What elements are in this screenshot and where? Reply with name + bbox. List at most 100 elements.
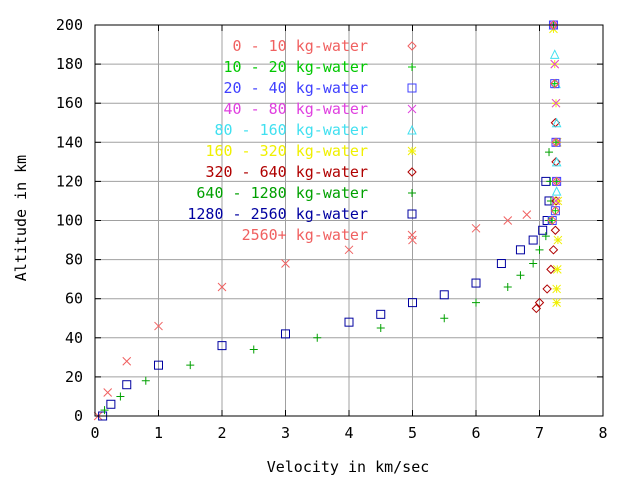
data-point	[542, 284, 552, 294]
data-point	[103, 388, 113, 397]
data-point	[552, 265, 562, 274]
legend-label: 640 - 1280 kg-water	[196, 184, 368, 202]
data-point	[217, 341, 227, 351]
legend: 0 - 10 kg-water 10 - 20 kg-water 20 - 40 k…	[187, 37, 417, 244]
y-tick-label: 0	[74, 407, 83, 425]
data-point	[531, 303, 542, 314]
data-point	[546, 264, 556, 275]
y-axis-label: Altitude in km	[12, 155, 30, 281]
legend-label: 160 - 320 kg-water	[205, 142, 368, 160]
y-tick-label: 80	[65, 251, 83, 269]
legend-label: 40 - 80 kg-water	[224, 100, 369, 118]
legend-marker	[408, 63, 416, 71]
y-tick-label: 60	[65, 290, 83, 308]
data-point	[471, 278, 481, 288]
data-point	[516, 271, 525, 280]
data-point	[503, 282, 512, 291]
data-point	[551, 156, 562, 167]
data-point	[552, 177, 561, 186]
data-point	[545, 148, 554, 157]
data-point	[116, 392, 125, 401]
data-point	[376, 309, 386, 319]
data-point	[552, 284, 561, 294]
x-tick-label: 8	[598, 424, 607, 442]
data-point	[535, 245, 544, 254]
series-group	[547, 20, 562, 226]
data-point	[106, 399, 116, 409]
data-point	[281, 329, 290, 339]
data-point	[249, 345, 258, 354]
data-point	[472, 298, 480, 307]
data-point	[546, 196, 555, 205]
data-point	[439, 290, 449, 300]
y-tick-label: 180	[56, 55, 83, 73]
y-tick-label: 200	[56, 16, 83, 34]
data-point	[344, 245, 354, 255]
data-point	[376, 324, 385, 333]
data-point	[529, 259, 538, 268]
legend-label: 2560+ kg-water	[242, 226, 368, 244]
data-point	[548, 245, 559, 255]
data-point	[551, 98, 561, 108]
data-point	[552, 298, 561, 307]
data-point	[553, 196, 563, 206]
data-point	[548, 216, 557, 225]
data-point	[141, 376, 150, 385]
data-point	[538, 225, 548, 235]
data-point	[522, 210, 532, 219]
legend-label: 0 - 10 kg-water	[233, 37, 368, 55]
data-point	[550, 206, 561, 216]
data-point	[471, 223, 481, 233]
data-point	[281, 259, 290, 268]
x-tick-label: 6	[471, 424, 480, 442]
data-point	[548, 20, 559, 30]
data-point	[217, 282, 227, 292]
data-point	[503, 216, 513, 225]
data-point	[547, 215, 557, 226]
data-point	[553, 235, 563, 245]
legend-marker	[407, 167, 417, 177]
legend-marker	[407, 41, 417, 51]
data-point	[154, 360, 163, 370]
legend-label: 10 - 20 kg-water	[224, 58, 369, 76]
legend-label: 20 - 40 kg-water	[224, 79, 369, 97]
data-point	[551, 117, 562, 128]
legend-marker	[407, 124, 417, 135]
x-tick-label: 1	[154, 424, 163, 442]
data-point	[550, 79, 559, 88]
legend-label: 1280 - 2560 kg-water	[187, 205, 368, 223]
data-point	[550, 78, 560, 89]
data-point	[313, 333, 322, 342]
data-point	[408, 298, 417, 308]
legend-marker	[408, 189, 416, 197]
legend-marker	[407, 104, 417, 114]
y-tick-label: 20	[65, 368, 83, 386]
data-point	[100, 406, 109, 415]
data-point	[186, 361, 195, 370]
x-tick-label: 4	[344, 424, 353, 442]
data-point	[122, 356, 132, 366]
x-tick-label: 3	[281, 424, 290, 442]
x-tick-label: 7	[535, 424, 544, 442]
data-point	[552, 138, 561, 147]
legend-marker	[407, 230, 417, 240]
data-point	[550, 225, 561, 235]
data-point	[551, 137, 561, 148]
data-point	[551, 206, 560, 215]
data-point	[551, 176, 562, 187]
y-tick-label: 40	[65, 329, 83, 347]
data-point	[440, 314, 449, 323]
data-point	[551, 196, 561, 206]
data-point	[541, 232, 550, 241]
x-tick-label: 0	[90, 424, 99, 442]
x-axis-label: Velocity in km/sec	[267, 458, 430, 476]
y-tick-label: 140	[56, 133, 83, 151]
data-point	[528, 235, 538, 245]
series-group	[93, 210, 532, 421]
data-point	[122, 380, 132, 390]
legend-label: 80 - 160 kg-water	[214, 121, 368, 139]
x-tick-label: 2	[217, 424, 226, 442]
legend-marker	[407, 209, 417, 219]
data-point	[550, 59, 560, 69]
data-point	[534, 297, 545, 308]
